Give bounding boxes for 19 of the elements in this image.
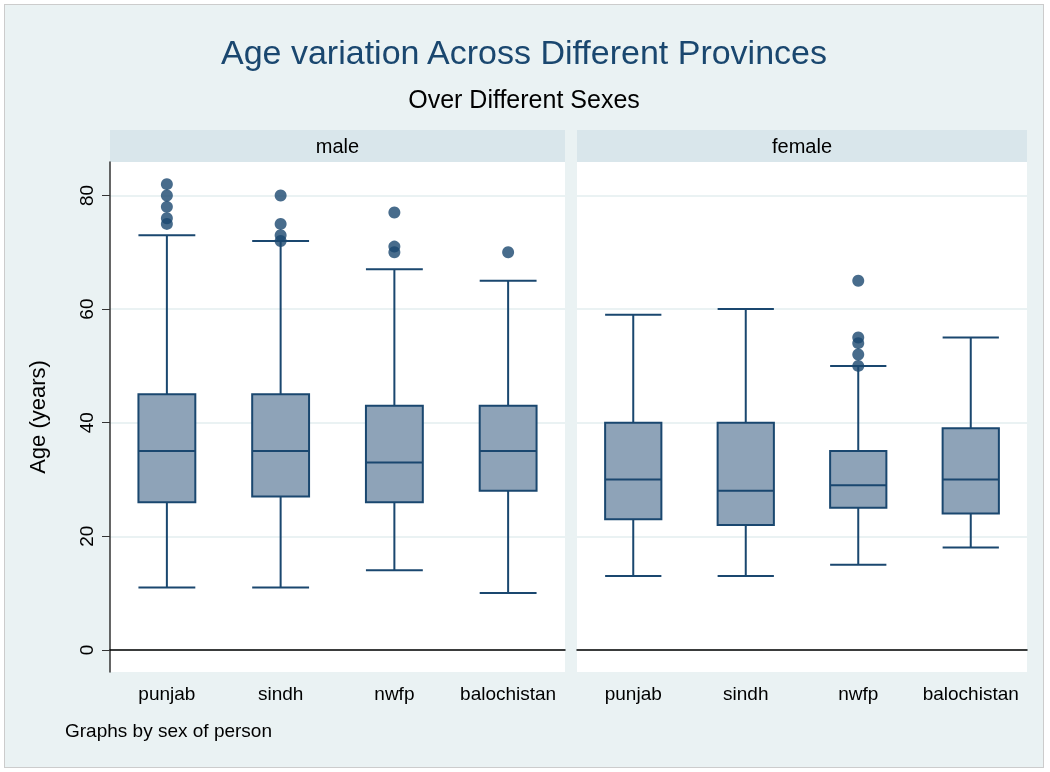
x-tick-label: balochistan bbox=[922, 683, 1019, 704]
x-tick-label: nwfp bbox=[374, 683, 415, 704]
y-tick-label: 40 bbox=[76, 412, 97, 434]
x-tick-label: punjab bbox=[604, 683, 662, 704]
y-axis-title: Age (years) bbox=[24, 360, 50, 474]
x-tick-label: sindh bbox=[723, 683, 769, 704]
x-tick-label: nwfp bbox=[838, 683, 879, 704]
chart-title: female bbox=[577, 130, 1027, 162]
chart-title: male bbox=[110, 130, 565, 162]
y-tick-label: 0 bbox=[76, 644, 97, 656]
x-tick-label: punjab bbox=[138, 683, 196, 704]
text: Age variation Across Different Provinces bbox=[220, 33, 828, 72]
text: Graphs by sex of person bbox=[65, 720, 272, 742]
y-tick-label: 20 bbox=[76, 525, 97, 547]
y-tick-label: 60 bbox=[76, 298, 97, 320]
x-tick-label: sindh bbox=[257, 683, 304, 704]
y-tick-label: 80 bbox=[76, 184, 97, 207]
text: Over Different Sexes bbox=[407, 85, 641, 114]
x-tick-label: balochistan bbox=[460, 683, 557, 704]
